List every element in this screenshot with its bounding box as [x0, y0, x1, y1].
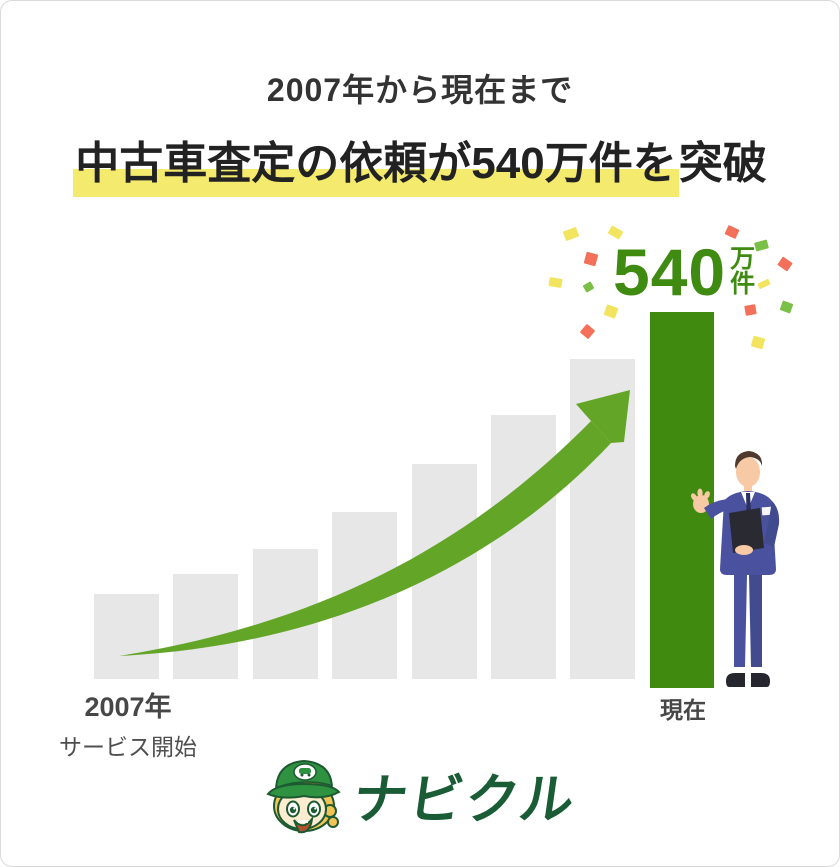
subtitle: 2007年から現在まで [266, 72, 574, 108]
bar [94, 594, 159, 679]
axis-label-current: 現在 [660, 697, 706, 723]
page-title: 中古車査定の依頼が540万件を突破 [1, 127, 839, 197]
brand-footer: ナビクル [1, 751, 839, 837]
value-unit: 万 件 [730, 247, 755, 297]
confetti-piece [777, 256, 793, 272]
mascot-icon [266, 759, 341, 834]
bar [173, 574, 238, 679]
confetti-piece [562, 226, 580, 242]
value-number: 540 [613, 235, 727, 309]
head [736, 457, 760, 487]
confetti-piece [779, 300, 793, 314]
confetti-piece [753, 238, 769, 252]
folder [729, 508, 764, 553]
bars [94, 279, 754, 688]
bar [412, 464, 477, 679]
value-label: 540 万 件 [613, 235, 755, 309]
confetti-piece [757, 278, 771, 290]
confetti-piece [583, 251, 599, 267]
shoe [726, 673, 745, 687]
hair [735, 451, 763, 469]
confetti-piece [724, 224, 740, 240]
title-highlighted-text: 中古車査定の依頼が540万件を [73, 139, 679, 197]
bar [491, 415, 556, 679]
title-rest-text: 突破 [678, 139, 767, 188]
businessman-illustration [691, 451, 780, 687]
brand-logo-text: ナビクル [348, 769, 580, 830]
axis-label-start: 2007年 サービス開始 [28, 685, 228, 762]
shoe [751, 673, 770, 687]
value-unit-line2: 件 [730, 270, 756, 298]
car-icon [298, 768, 311, 774]
axis-start-caption: サービス開始 [59, 734, 197, 760]
axis-start-year: 2007年 [84, 692, 172, 722]
bar [570, 359, 635, 679]
value-unit-line1: 万 [730, 245, 756, 273]
bar [332, 512, 397, 679]
bar [253, 549, 318, 679]
